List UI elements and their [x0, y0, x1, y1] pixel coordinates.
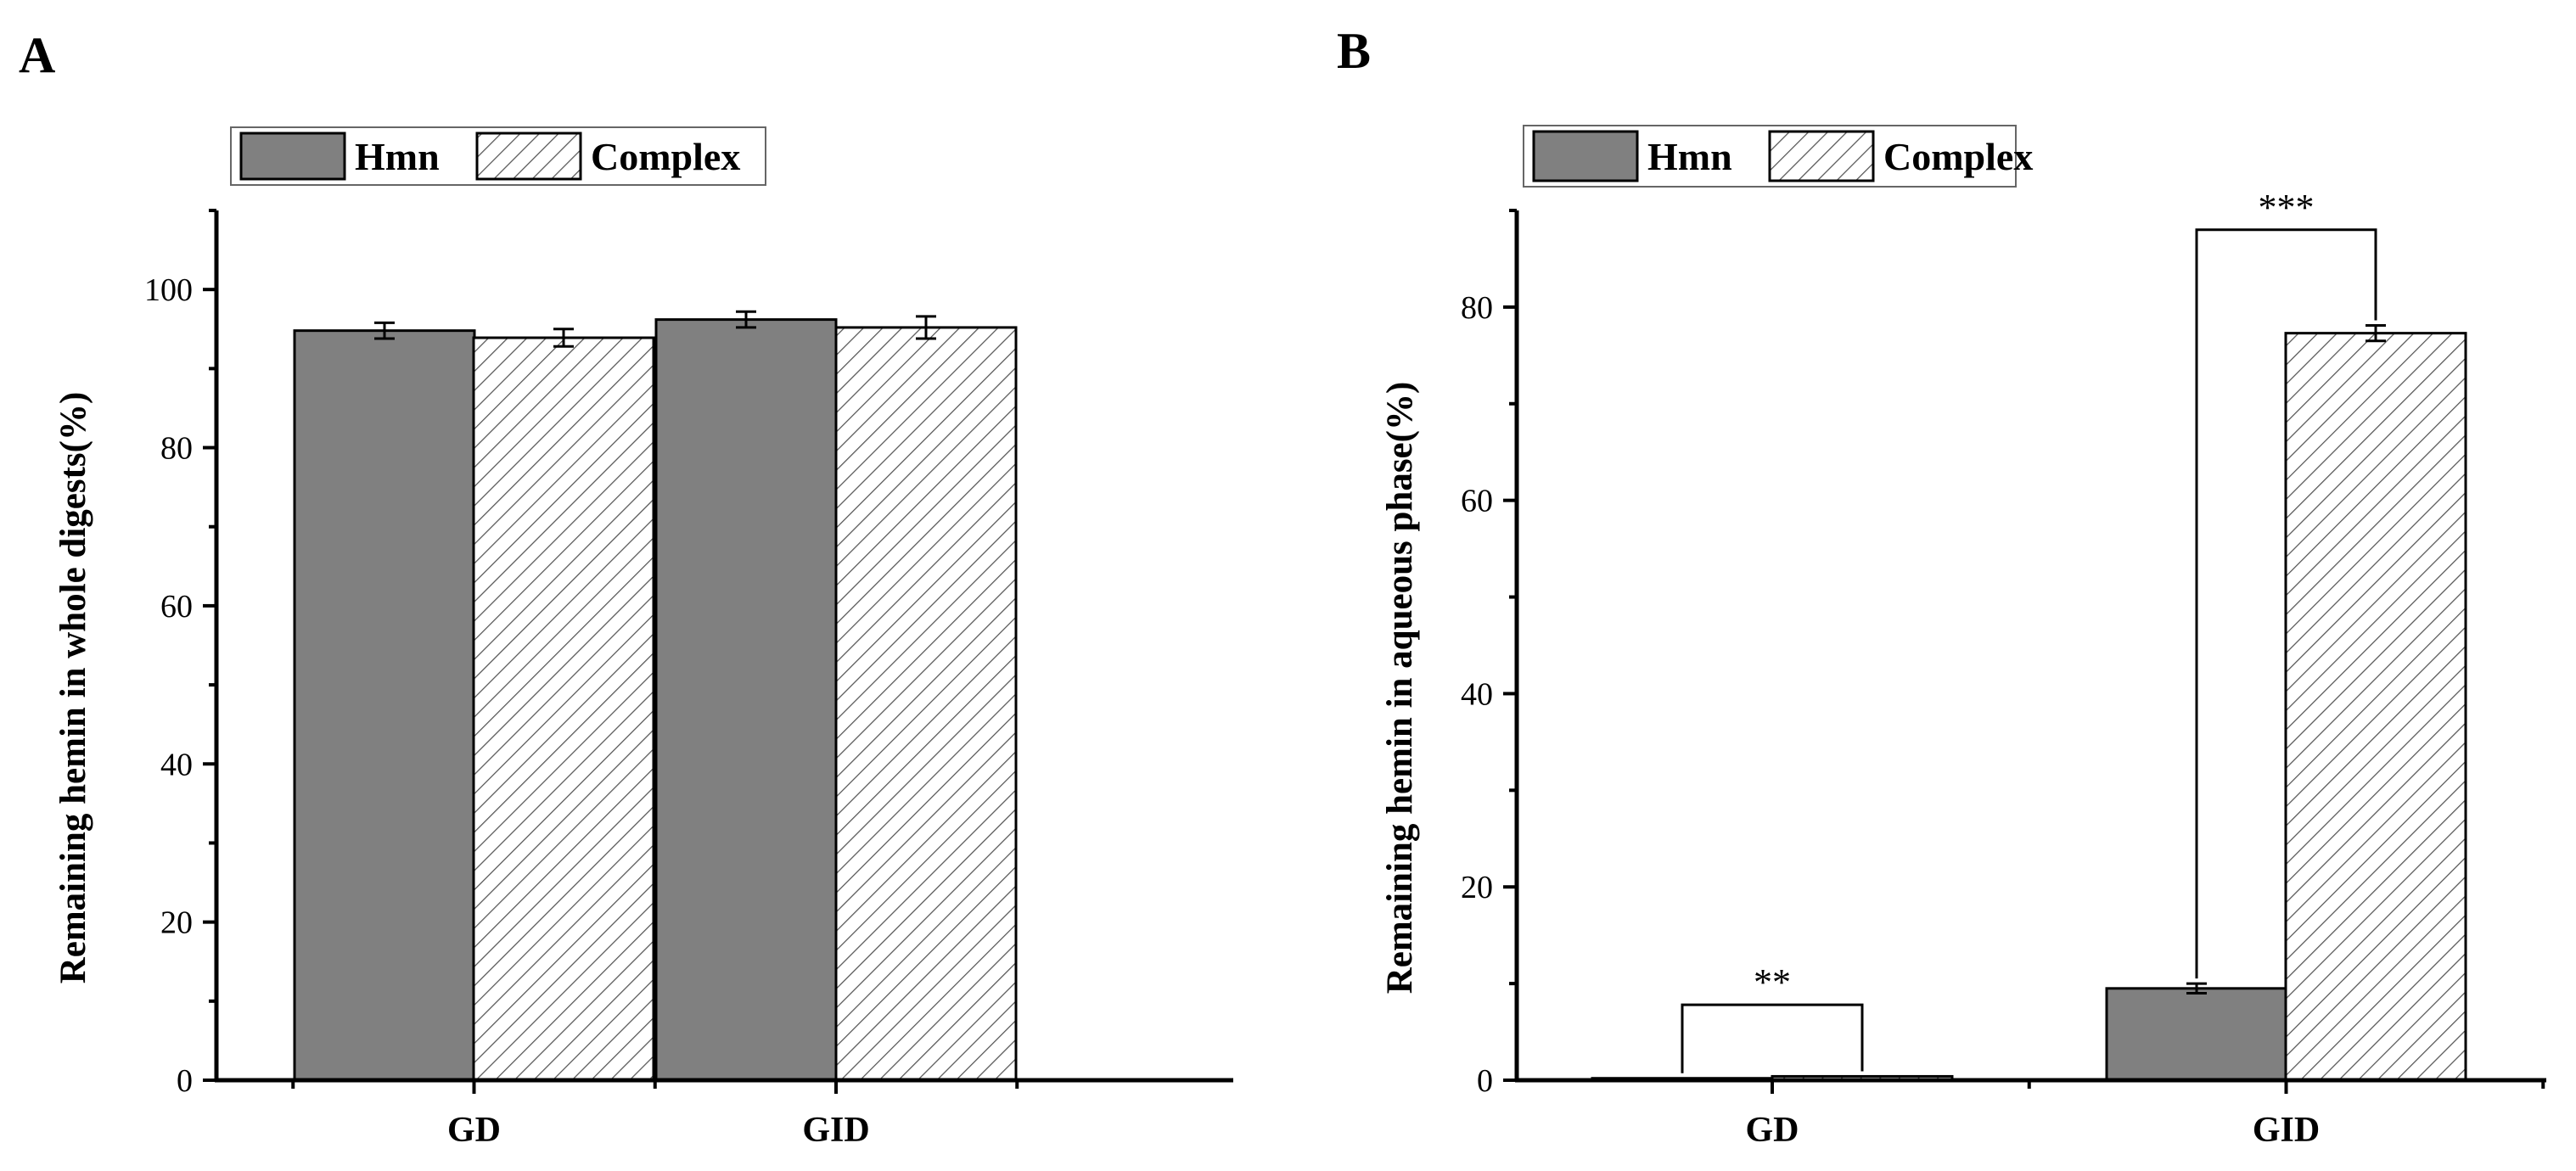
significance-label: **: [1754, 961, 1791, 1003]
bracket-line: [1681, 1003, 1864, 1073]
y-axis-label: Remaining hemin in whole digests(%): [53, 392, 93, 984]
y-tick-label: 60: [1461, 484, 1493, 519]
y-tick-label: 0: [1477, 1063, 1493, 1099]
error-bar-complex-gd: [553, 328, 574, 348]
x-tick-label-gd: GD: [1746, 1111, 1799, 1150]
legend-label-complex: Complex: [591, 135, 740, 178]
legend-label-hmn: Hmn: [1647, 135, 1732, 178]
error-bar-hmn-gid: [736, 310, 756, 329]
legend-label-hmn: Hmn: [355, 135, 440, 178]
bar-hmn-gid: [2105, 987, 2288, 1082]
error-bar-complex-gid: [916, 315, 936, 340]
y-tick-label: 80: [1461, 290, 1493, 326]
x-tick-label-gd: GD: [447, 1111, 501, 1150]
error-bar-hmn-gd: [374, 321, 395, 340]
y-tick-label: 80: [160, 431, 193, 467]
significance-label: ***: [2259, 187, 2315, 228]
significance-bracket-gd: **: [1681, 961, 1864, 1073]
bar-hmn-gd: [293, 329, 476, 1082]
legend-swatch-hmn: [239, 132, 346, 181]
significance-bracket-gid: ***: [2195, 187, 2377, 979]
y-axis-label: Remaining hemin in aqueous phase(%): [1380, 382, 1420, 995]
legend: Hmn Complex: [1523, 125, 2033, 188]
panel-letter: B: [1337, 23, 1371, 79]
y-tick-label: 0: [177, 1063, 193, 1099]
x-tick-label-gid: GID: [2253, 1111, 2320, 1150]
panel-a: A 0 20 40 60 80 100 GD GID Remaining hemin in who…: [19, 27, 1233, 1150]
bar-complex-gid: [834, 326, 1018, 1082]
y-tick-label: 60: [160, 589, 193, 625]
panel-letter: A: [19, 27, 55, 83]
y-tick-label: 100: [144, 272, 193, 308]
legend-swatch-hmn: [1532, 130, 1639, 182]
bar-complex-gid: [2284, 332, 2467, 1082]
legend-label-complex: Complex: [1883, 135, 2033, 178]
panel-b: B 0 20 40 60 80 GD GID Remaining hemin in aqueou…: [1337, 23, 2546, 1150]
bar-complex-gd: [472, 336, 655, 1082]
legend-swatch-complex: [475, 132, 582, 181]
x-tick-label-gid: GID: [802, 1111, 869, 1150]
bracket-line: [2195, 228, 2377, 979]
bar-hmn-gid: [654, 318, 838, 1082]
legend-swatch-complex: [1768, 130, 1875, 182]
error-bar-complex-gid: [2366, 324, 2386, 343]
y-tick-label: 40: [160, 747, 193, 782]
y-tick-label: 20: [160, 905, 193, 941]
y-tick-label: 40: [1461, 676, 1493, 712]
error-bar-hmn-gid: [2186, 982, 2207, 995]
legend: Hmn Complex: [230, 126, 766, 186]
y-tick-label: 20: [1461, 870, 1493, 905]
